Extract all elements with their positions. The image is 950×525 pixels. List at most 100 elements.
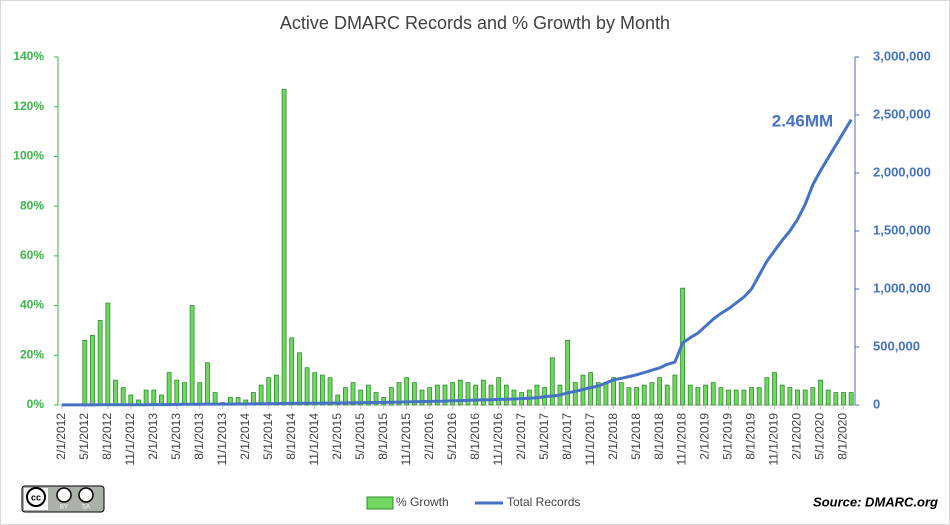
bar: [726, 389, 731, 406]
license-badge: cc BY SA: [21, 485, 105, 513]
bar: [319, 374, 325, 406]
y2-tick-label: 2,000,000: [873, 164, 931, 179]
bar: [503, 384, 509, 406]
x-tick-label: 8/1/2015: [376, 413, 390, 460]
x-tick-label: 5/1/2017: [537, 413, 551, 460]
bar: [296, 352, 302, 406]
bar: [473, 384, 479, 406]
source: Source: DMARC.org: [813, 494, 938, 509]
x-tick-label: 5/1/2020: [813, 413, 827, 460]
line: [61, 118, 853, 407]
bar: [327, 377, 333, 406]
bar: [289, 337, 295, 406]
bar: [710, 382, 716, 406]
bar: [595, 382, 601, 406]
bar: [741, 389, 747, 406]
x-tick-label: 2/1/2020: [790, 413, 804, 460]
x-tick-label: 2/1/2018: [606, 413, 620, 460]
bar: [825, 389, 831, 406]
bar: [258, 384, 264, 406]
x-tick-label: 11/1/2015: [399, 413, 413, 466]
x-tick-label: 5/1/2015: [353, 413, 367, 460]
x-tick-label: 8/1/2019: [744, 413, 758, 460]
x-tick-label: 11/1/2018: [675, 413, 689, 466]
y2-tick-label: 2,500,000: [873, 106, 931, 121]
bar: [189, 305, 195, 406]
annotation: 2.46MM: [772, 111, 833, 130]
y2-tick-label: 0: [873, 396, 880, 411]
bar: [534, 384, 540, 406]
bar: [833, 392, 839, 406]
bar: [434, 384, 440, 406]
badge-cc-text: cc: [31, 492, 41, 502]
x-tick-label: 5/1/2019: [721, 413, 735, 460]
bar: [802, 389, 808, 406]
badge-sa: SA: [82, 505, 90, 511]
x-tick-label: 8/1/2016: [468, 413, 482, 460]
x-tick-label: 8/1/2014: [284, 413, 298, 460]
x-tick-label: 2/1/2012: [54, 413, 68, 460]
bar: [388, 387, 394, 406]
y2-tick-label: 1,500,000: [873, 222, 931, 237]
bar: [113, 379, 118, 406]
bar: [281, 88, 287, 406]
bar: [841, 392, 846, 406]
y-tick-label: 20%: [20, 347, 44, 361]
bar: [105, 302, 111, 406]
x-tick-label: 11/1/2014: [307, 413, 321, 466]
bar: [810, 387, 816, 406]
x-tick-label: 2/1/2019: [698, 413, 712, 460]
bar: [274, 374, 279, 406]
badge-cc-circle: [26, 487, 46, 507]
bar: [411, 382, 417, 406]
x-tick-label: 8/1/2012: [100, 413, 114, 460]
bar: [718, 387, 724, 406]
bar: [304, 367, 310, 406]
legend-label: % Growth: [396, 495, 449, 509]
bar: [618, 382, 624, 406]
y2-tick-label: 1,000,000: [873, 280, 931, 295]
bar: [90, 334, 95, 406]
bar: [818, 379, 823, 406]
y-tick-label: 140%: [13, 49, 44, 63]
bar: [120, 387, 126, 406]
y2-tick-label: 500,000: [873, 338, 920, 353]
bar: [365, 384, 371, 406]
bar: [166, 372, 172, 406]
x-tick-label: 11/1/2013: [215, 413, 229, 466]
bar: [442, 384, 448, 406]
x-tick-label: 2/1/2013: [146, 413, 160, 460]
bar: [733, 389, 739, 406]
bar: [312, 372, 318, 406]
bar: [151, 389, 157, 406]
bar: [350, 382, 356, 406]
bar: [641, 384, 647, 406]
bar: [848, 392, 854, 406]
y-tick-label: 40%: [20, 298, 44, 312]
bar: [457, 379, 463, 406]
x-tick-label: 8/1/2013: [192, 413, 206, 460]
bar: [396, 382, 402, 406]
x-tick-label: 2/1/2017: [514, 413, 528, 460]
x-tick-label: 5/1/2018: [629, 413, 643, 460]
bar: [174, 379, 180, 406]
x-tick-label: 2/1/2016: [422, 413, 436, 460]
x-tick-label: 11/1/2012: [123, 413, 137, 466]
bar: [634, 387, 639, 406]
badge-sa-icon: [78, 487, 94, 503]
x-tick-label: 11/1/2019: [767, 413, 781, 466]
bar: [82, 339, 88, 406]
y2-tick-label: 3,000,000: [873, 48, 931, 63]
bar: [749, 387, 754, 406]
legend-label: Total Records: [507, 495, 580, 509]
legend-swatch: [366, 496, 394, 510]
bar: [97, 320, 103, 406]
bar: [480, 379, 486, 406]
bar: [266, 377, 272, 406]
x-tick-label: 5/1/2014: [261, 413, 275, 460]
bar: [695, 387, 701, 406]
bar: [419, 389, 425, 406]
bar: [703, 384, 708, 406]
